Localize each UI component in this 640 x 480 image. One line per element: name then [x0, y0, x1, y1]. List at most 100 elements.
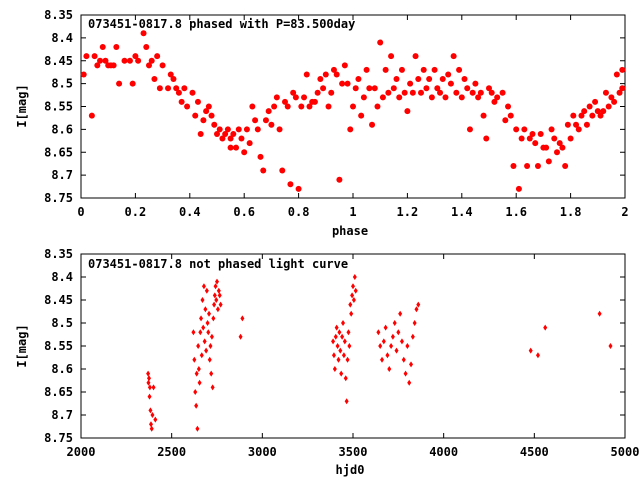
phased-data-point: [156, 85, 163, 92]
phased-data-point: [317, 76, 324, 83]
unphased-data-point: [347, 343, 352, 349]
phased-data-point: [437, 89, 444, 96]
phased-data-point: [586, 103, 593, 110]
phased-data-point: [456, 66, 463, 73]
unphased-data-points: [146, 274, 613, 432]
unphased-data-point: [147, 375, 151, 382]
unphased-data-point: [201, 283, 206, 290]
phased-data-point: [91, 53, 98, 60]
phased-data-point: [262, 117, 269, 124]
unphased-data-point: [206, 329, 211, 336]
unphased-data-point: [341, 320, 346, 326]
phased-data-point: [254, 126, 261, 133]
unphased-data-point: [333, 333, 338, 340]
phased-data-point: [178, 98, 185, 105]
unphased-data-point: [416, 301, 421, 308]
unphased-y-tick-label: 8.75: [44, 431, 73, 445]
phased-data-point: [252, 117, 259, 124]
phased-data-point: [311, 98, 318, 105]
unphased-data-point: [212, 292, 217, 299]
phased-data-point: [505, 103, 512, 110]
phased-data-point: [578, 112, 585, 119]
unphased-data-point: [149, 425, 154, 432]
unphased-data-point: [401, 356, 406, 363]
phased-data-point: [224, 126, 231, 133]
phased-data-point: [575, 126, 582, 133]
unphased-x-tick-label: 4500: [520, 445, 549, 459]
phased-data-point: [303, 71, 310, 78]
phased-data-point: [608, 94, 615, 101]
unphased-data-point: [348, 301, 353, 308]
unphased-data-point: [212, 301, 217, 308]
phased-data-point: [211, 121, 218, 128]
phased-x-tick-label: 0: [77, 205, 84, 219]
phased-y-tick-label: 8.35: [44, 8, 73, 22]
unphased-data-point: [608, 343, 613, 349]
unphased-data-point: [199, 315, 204, 322]
phased-data-point: [167, 71, 174, 78]
unphased-data-point: [528, 347, 533, 354]
unphased-data-point: [351, 297, 356, 303]
unphased-data-point: [597, 310, 602, 317]
phased-data-point: [377, 39, 384, 46]
phased-data-point: [515, 185, 522, 192]
unphased-y-axis-label: I[mag]: [15, 324, 29, 367]
unphased-data-point: [381, 338, 386, 345]
phased-data-point: [583, 121, 590, 128]
phased-data-point: [358, 112, 365, 119]
phased-x-tick-label: 0.2: [125, 205, 147, 219]
unphased-data-point: [240, 315, 245, 322]
phased-data-point: [543, 144, 550, 151]
unphased-data-point: [148, 421, 153, 428]
unphased-y-tick-label: 8.35: [44, 247, 73, 261]
unphased-chart-title: 073451-0817.8 not phased light curve: [88, 257, 348, 271]
phased-data-point: [412, 53, 419, 60]
phased-data-point: [369, 121, 376, 128]
phased-data-point: [154, 53, 161, 60]
phased-data-point: [205, 103, 212, 110]
phased-data-point: [532, 140, 539, 147]
phased-data-point: [483, 135, 490, 142]
phased-data-point: [502, 117, 509, 124]
phased-data-point: [355, 76, 362, 83]
phased-x-tick-label: 0.6: [233, 205, 255, 219]
phased-data-point: [295, 185, 302, 192]
phased-data-point: [466, 126, 473, 133]
phased-data-point: [491, 98, 498, 105]
phased-data-point: [507, 112, 514, 119]
unphased-data-point: [410, 333, 415, 340]
phased-data-point: [143, 44, 150, 51]
unphased-data-point: [194, 370, 199, 377]
phased-data-point: [173, 85, 180, 92]
phased-data-point: [306, 103, 313, 110]
unphased-data-point: [378, 343, 383, 349]
phased-data-point: [243, 126, 250, 133]
phased-data-point: [165, 85, 172, 92]
phased-data-point: [126, 57, 133, 64]
phased-data-point: [564, 121, 571, 128]
phased-data-point: [322, 71, 329, 78]
phased-data-point: [148, 57, 155, 64]
unphased-data-point: [199, 352, 204, 359]
phased-x-tick-label: 1.2: [397, 205, 419, 219]
phased-data-point: [366, 85, 373, 92]
phased-data-point: [499, 89, 506, 96]
unphased-data-point: [405, 343, 410, 349]
phased-data-point: [379, 94, 386, 101]
phased-data-point: [434, 85, 441, 92]
phased-data-point: [290, 89, 297, 96]
unphased-data-point: [346, 329, 351, 336]
phased-data-point: [360, 94, 367, 101]
phased-data-point: [298, 103, 305, 110]
unphased-data-point: [150, 412, 155, 418]
phased-data-point: [559, 144, 566, 151]
unphased-data-point: [198, 329, 203, 336]
phased-data-point: [407, 80, 414, 87]
phased-data-point: [284, 103, 291, 110]
phased-data-point: [235, 126, 242, 133]
unphased-data-point: [335, 343, 340, 349]
phased-data-point: [320, 85, 327, 92]
unphased-y-tick-label: 8.65: [44, 385, 73, 399]
phased-data-point: [518, 135, 525, 142]
phased-x-tick-label: 1.4: [451, 205, 473, 219]
